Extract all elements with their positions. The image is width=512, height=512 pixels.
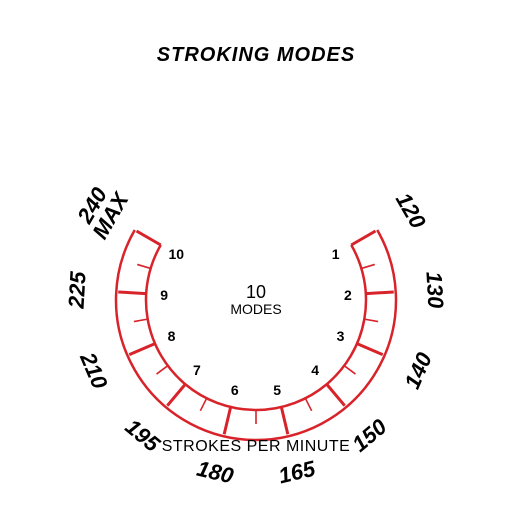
inner-tick-label: 8 — [168, 328, 176, 344]
gauge-container: STROKING MODES 1120213031404150516561807… — [0, 0, 512, 512]
center-value: 10 — [230, 283, 281, 302]
gauge-center-text: 10 MODES — [230, 283, 281, 317]
inner-tick-label: 2 — [344, 287, 352, 303]
center-label: MODES — [230, 302, 281, 317]
subtitle: STROKES PER MINUTE — [0, 438, 512, 456]
outer-tick-label: 130 — [422, 271, 445, 309]
inner-tick-label: 6 — [231, 382, 239, 398]
inner-tick-label: 9 — [160, 287, 168, 303]
inner-tick-label: 3 — [337, 328, 345, 344]
gauge-svg — [0, 0, 512, 512]
inner-tick-label: 7 — [193, 362, 201, 378]
outer-tick-label: 225 — [67, 271, 90, 309]
inner-tick-label: 1 — [332, 246, 340, 262]
inner-tick-label: 5 — [273, 382, 281, 398]
inner-tick-label: 4 — [311, 362, 319, 378]
inner-tick-label: 10 — [169, 246, 185, 262]
